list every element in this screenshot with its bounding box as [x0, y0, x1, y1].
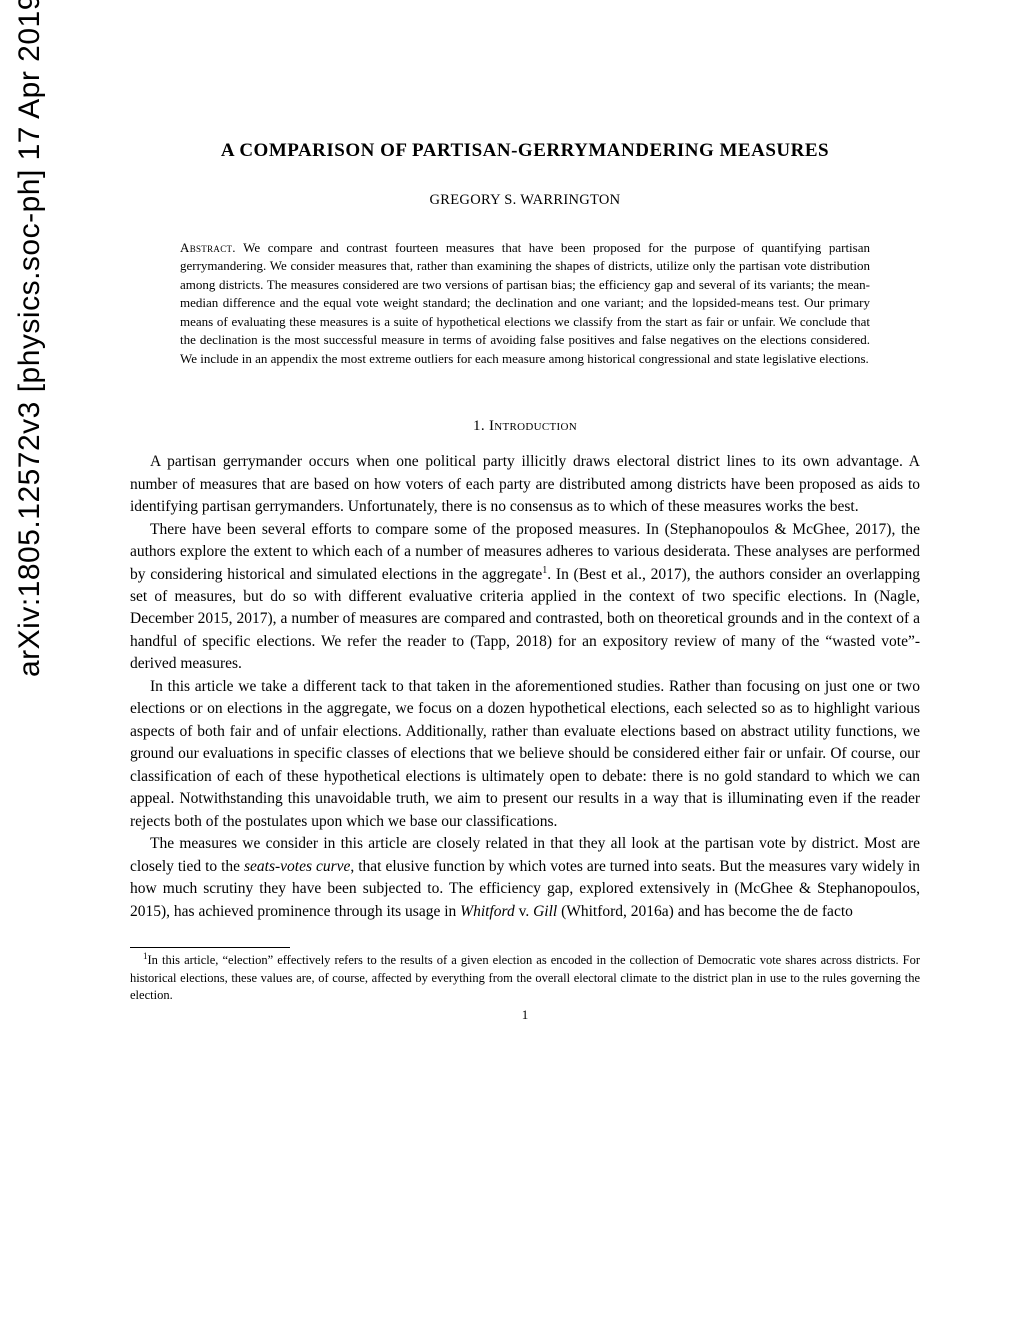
abstract-block: Abstract. We compare and contrast fourte…: [180, 239, 870, 368]
paragraph-4c: v.: [515, 903, 533, 920]
footnote-1: 1In this article, “election” effectively…: [130, 952, 920, 1005]
page-number: 1: [130, 1007, 920, 1023]
case-name-a: Whitford: [460, 903, 515, 920]
paper-author: GREGORY S. WARRINGTON: [130, 192, 920, 209]
arxiv-stamp: arXiv:1805.12572v3 [physics.soc-ph] 17 A…: [13, 0, 47, 677]
paragraph-2: There have been several efforts to compa…: [130, 519, 920, 676]
footnote-text: In this article, “election” effectively …: [130, 953, 920, 1002]
paper-title: A COMPARISON OF PARTISAN-GERRYMANDERING …: [130, 140, 920, 162]
case-name-b: Gill: [533, 903, 557, 920]
paragraph-3: In this article we take a different tack…: [130, 676, 920, 833]
footnote-rule: [130, 947, 290, 948]
abstract-text: We compare and contrast fourteen measure…: [180, 240, 870, 366]
section-heading: 1. Introduction: [130, 418, 920, 435]
section-number: 1.: [473, 418, 485, 434]
paragraph-4-italic: seats-votes curve: [244, 858, 350, 875]
section-name: Introduction: [489, 418, 577, 434]
paragraph-4d: (Whitford, 2016a) and has become the de …: [557, 903, 853, 920]
paragraph-1: A partisan gerrymander occurs when one p…: [130, 451, 920, 518]
page-content: A COMPARISON OF PARTISAN-GERRYMANDERING …: [0, 0, 1020, 1083]
abstract-label: Abstract.: [180, 240, 236, 255]
paragraph-4: The measures we consider in this article…: [130, 833, 920, 923]
